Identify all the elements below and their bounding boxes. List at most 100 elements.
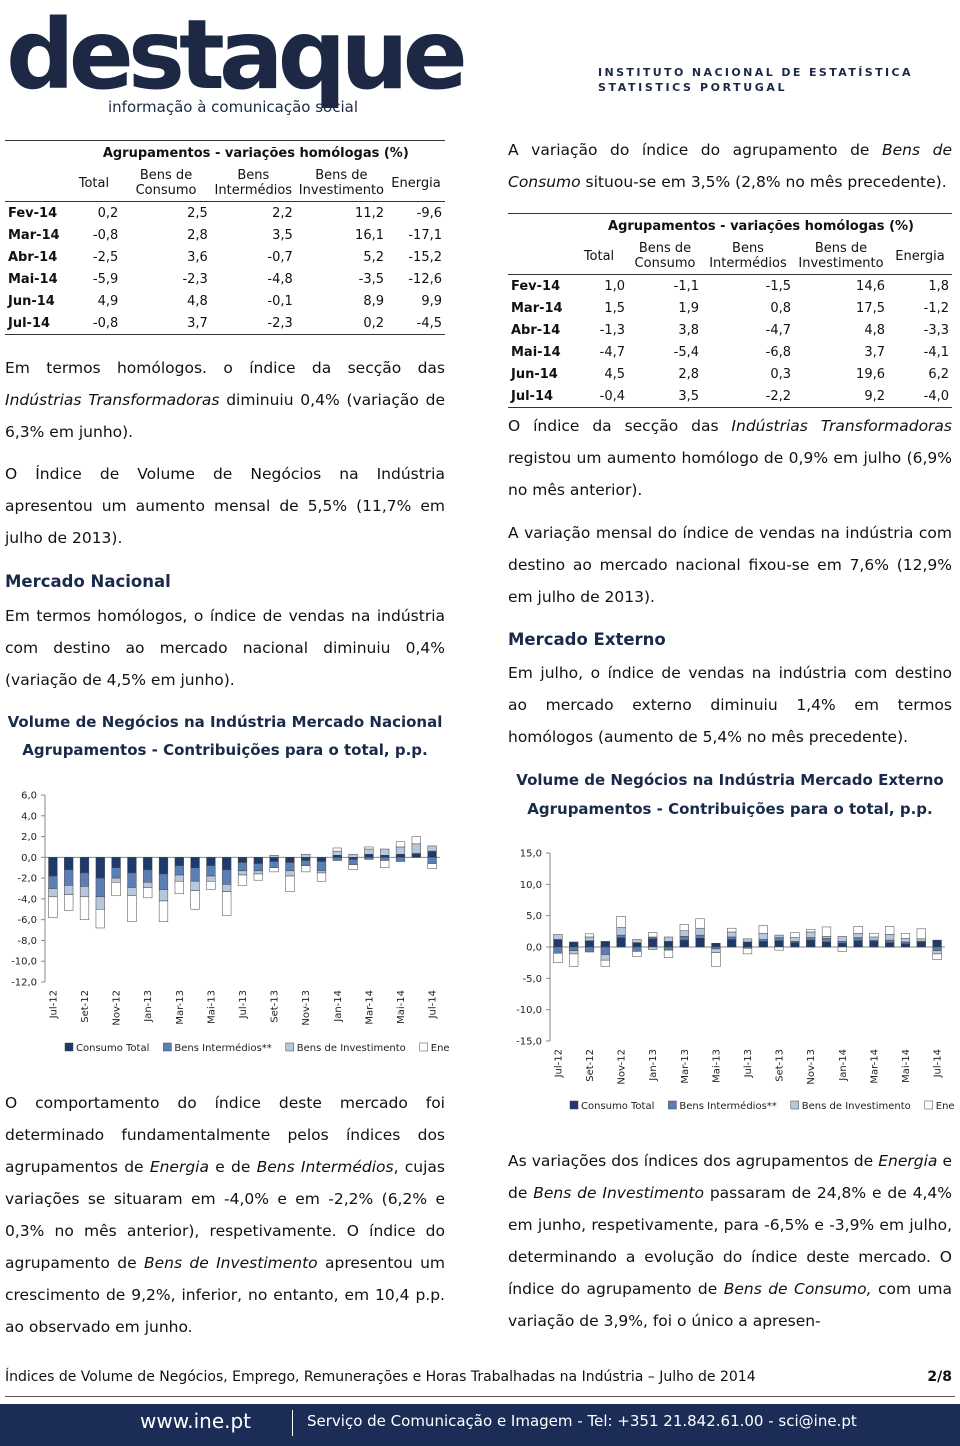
bar-segment — [663, 936, 674, 942]
table-cell: -1,2 — [923, 300, 949, 316]
institute-en: STATISTICS PORTUGAL — [598, 81, 788, 94]
table-cell: -6,8 — [765, 344, 791, 360]
table-cell: -2,3 — [182, 271, 208, 287]
bar-segment — [222, 857, 232, 871]
row-label: Jun-14 — [511, 366, 558, 382]
y-tick-label: 4,0 — [21, 811, 37, 822]
row-label: Mar-14 — [511, 300, 563, 316]
bar-segment — [174, 865, 184, 876]
table-cell: 0,3 — [770, 366, 791, 382]
bar-segment — [648, 932, 658, 938]
bar-segment — [885, 926, 895, 935]
x-tick-label: Set-13 — [270, 990, 281, 1023]
x-tick-label: Nov-13 — [806, 1049, 817, 1085]
y-tick-label: 15,0 — [520, 849, 542, 860]
table-cell: 17,5 — [856, 300, 885, 316]
table-cell: 0,2 — [295, 312, 387, 335]
bar-segment — [332, 847, 342, 852]
bar-segment — [79, 872, 90, 887]
bar-segment — [301, 853, 311, 858]
bar-segment — [364, 846, 374, 850]
bar-segment — [411, 853, 421, 858]
table-cell: -5,9 — [92, 271, 119, 287]
footer-site[interactable]: www.ine.pt — [140, 1409, 252, 1433]
text-run: O comportamento do índice deste mercado … — [5, 1094, 445, 1176]
table-cell: 19,6 — [856, 366, 885, 382]
bar-segment — [616, 916, 626, 928]
bar-segment — [742, 938, 753, 943]
bar-segment — [679, 930, 689, 937]
bar-segment — [679, 936, 689, 941]
row-label: Fev-14 — [8, 205, 58, 221]
column-header: Bens Intermédios — [702, 238, 794, 275]
bar-segment — [222, 884, 232, 892]
table-cell: -0,7 — [267, 249, 293, 265]
table-cell: 0,8 — [770, 300, 791, 316]
tagline: informação à comunicação social — [108, 98, 358, 116]
bar-segment — [285, 857, 295, 863]
text-run: Bens de Investimento — [143, 1254, 318, 1272]
table-cell: 4,8 — [187, 293, 208, 309]
bar-segment — [632, 939, 642, 943]
row-label: Abr-14 — [511, 322, 561, 338]
x-tick-label: Jul-12 — [48, 990, 59, 1019]
table-cell: 5,2 — [363, 249, 384, 265]
legend-swatch — [163, 1042, 172, 1052]
bar-segment — [790, 932, 800, 938]
table-cell: 2,8 — [187, 227, 208, 243]
bar-segment — [790, 937, 800, 942]
row-label: Mar-14 — [8, 227, 60, 243]
chart: -12,0 -10,0 -8,0 -6,0 -4,0 -2,0 0,0 2,0 4,0 6,0 Ju… — [11, 791, 450, 1055]
x-tick-label: Set-13 — [775, 1049, 786, 1082]
legend-swatch — [790, 1100, 800, 1110]
x-tick-label: Mar-14 — [869, 1049, 880, 1084]
paragraph: O índice da secção das Indústrias Transf… — [508, 410, 952, 506]
text-run: , cujas variações se situaram em -4,0% e… — [5, 1158, 446, 1272]
table-cell: 1,5 — [604, 300, 625, 316]
logo: destaque — [6, 0, 468, 111]
table-cell: -15,2 — [408, 249, 442, 265]
y-tick-label: 0,0 — [21, 853, 37, 864]
text-run: Bens de Consumo, — [723, 1280, 872, 1298]
table-row: Jun-14 4,9 4,8 -0,1 8,9 9,9 — [5, 290, 445, 312]
paragraph: A variação do índice do agrupamento de B… — [508, 134, 952, 198]
text-run: Bens Intermédios — [256, 1158, 394, 1176]
bar-segment — [158, 889, 169, 902]
bar-segment — [600, 946, 610, 955]
footer-rule — [5, 1362, 955, 1397]
bar-segment — [584, 933, 595, 938]
table-cell: 1,9 — [678, 300, 699, 316]
x-tick-label: Set-12 — [80, 990, 91, 1023]
bar-segment — [237, 862, 248, 872]
table-row: Agrupamentos - variações homólogas (%) — [508, 213, 952, 238]
bar-segment — [237, 870, 248, 876]
legend-label: Consumo Total — [76, 1043, 149, 1054]
bar-segment — [427, 857, 437, 864]
bar-segment — [806, 937, 816, 941]
table-title: Agrupamentos - variações homólogas (%) — [66, 140, 445, 165]
bar-segment — [348, 859, 358, 865]
bar-segment — [616, 934, 626, 938]
bar-segment — [143, 887, 153, 899]
row-label: Jun-14 — [8, 293, 55, 309]
table-cell — [508, 213, 570, 238]
footer-bar — [0, 1404, 960, 1446]
x-tick-label: Jul-14 — [933, 1049, 944, 1078]
table-cell: -0,8 — [66, 312, 122, 335]
bar-segment — [679, 924, 689, 931]
table-row: Mai-14 -5,9 -2,3 -4,8 -3,5 -12,6 — [5, 268, 445, 290]
table-row: Abr-14 -1,3 3,8 -4,7 4,8 -3,3 — [508, 319, 952, 341]
bar-segment — [48, 875, 58, 889]
table-cell — [5, 140, 67, 165]
bar-segment — [174, 880, 184, 894]
bar-segment — [569, 953, 579, 967]
bar-segment — [395, 857, 406, 862]
bar-segment — [380, 857, 390, 861]
paragraph: Em termos homólogos, o índice de vendas … — [5, 600, 445, 696]
bar-segment — [600, 941, 610, 948]
x-tick-label: Nov-12 — [617, 1049, 628, 1085]
table-cell: -4,0 — [888, 385, 952, 408]
bar-segment — [206, 865, 216, 877]
bar-segment — [727, 936, 737, 940]
text-run: A variação mensal do índice de vendas na… — [508, 524, 952, 606]
